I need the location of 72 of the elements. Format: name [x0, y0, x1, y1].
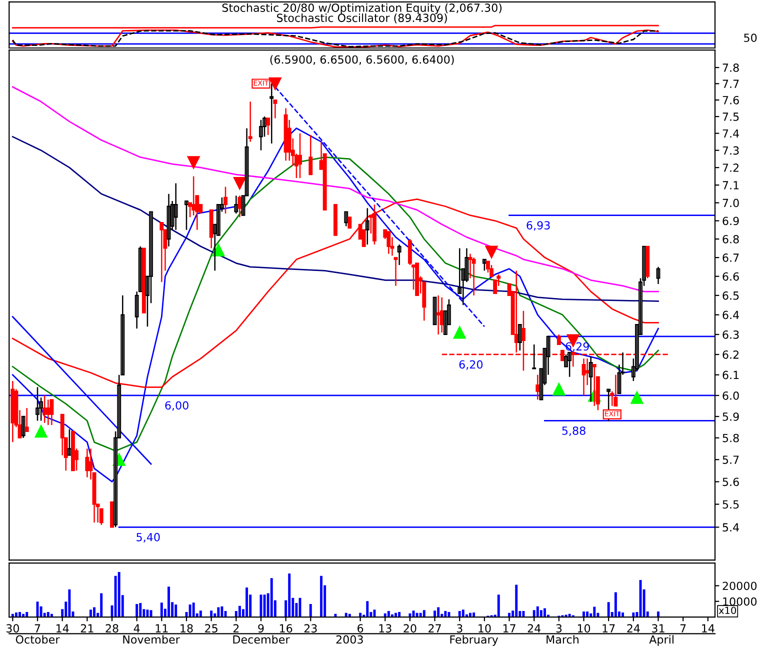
y-tick-label: 6.6: [722, 272, 739, 281]
y-tick-label: 20000: [722, 582, 757, 590]
series-label: 5,88: [562, 426, 586, 436]
y-tick-label: 5.8: [722, 434, 739, 442]
x-tick-label: 30: [6, 624, 20, 633]
y-tick-label: 7.8: [722, 64, 739, 72]
x2-tick-label: March: [546, 635, 578, 644]
x2-tick-label: December: [233, 635, 290, 644]
y-tick-label: 7.7: [722, 80, 739, 88]
x-tick-label: 4: [134, 624, 140, 632]
x2-tick-label: November: [123, 635, 180, 644]
x-tick-label: 13: [379, 624, 392, 633]
chart-title: (6.5900, 6.6500, 6.5600, 6.6400): [270, 55, 454, 66]
x2-tick-label: 2003: [336, 635, 363, 644]
y-tick-label: 6.8: [722, 235, 739, 244]
x-tick-label: 11: [156, 624, 168, 632]
x-tick-label: 20: [404, 624, 416, 633]
x-tick-label: 14: [702, 624, 714, 632]
x-tick-label: 31: [652, 624, 664, 633]
y-tick-label: 6.7: [722, 254, 739, 262]
x-tick-label: 18: [180, 624, 193, 633]
chart-title: Stochastic 20/80 w/Optimization Equity (2,067.30): [222, 3, 502, 14]
text: 50: [744, 34, 757, 42]
y-tick-label: 6.2: [722, 350, 738, 359]
x-tick-label: 7: [34, 624, 40, 632]
x-tick-label: 10: [478, 624, 491, 633]
x-tick-label: 17: [602, 624, 615, 632]
x-tick-label: 17: [503, 624, 516, 632]
series-label: 6,20: [459, 360, 483, 370]
y-tick-label: 7.5: [722, 112, 739, 121]
x-tick-label: 21: [80, 624, 94, 632]
x-tick-label: 28: [106, 624, 118, 633]
y-tick-label: 6.9: [722, 216, 739, 226]
x-tick-label: 6: [358, 624, 364, 633]
chart-subtitle: Stochastic Oscillator (89.4309): [276, 13, 447, 24]
y-tick-label: 6.5: [722, 291, 739, 300]
y-tick-label: 7.4: [722, 129, 739, 138]
y-tick-label: 6.4: [722, 310, 739, 320]
x-tick-label: 9: [258, 624, 264, 633]
x-tick-label: 2: [233, 624, 239, 632]
y-tick-label: 7.2: [722, 164, 738, 172]
y-tick-label: 5.5: [722, 500, 739, 509]
x-tick-label: 3: [456, 624, 462, 633]
x2-tick-label: October: [16, 635, 60, 644]
x2-tick-label: April: [649, 635, 674, 646]
y-tick-label: 7.0: [722, 198, 739, 208]
x2-tick-label: February: [450, 635, 498, 646]
x-tick-label: 16: [280, 624, 292, 633]
y-tick-label: 6.0: [722, 391, 739, 400]
y-tick-label: 7.3: [722, 146, 739, 155]
series-label: 5,40: [136, 532, 160, 542]
y-tick-label: 7.1: [722, 181, 739, 190]
x-tick-label: 3: [556, 624, 562, 633]
y-tick-label: 10000: [723, 597, 757, 606]
y-tick-label: 6.3: [722, 330, 739, 339]
y-tick-label: 6.1: [722, 370, 739, 380]
x-tick-label: 23: [304, 624, 317, 633]
x-tick-label: 24: [528, 624, 541, 632]
x-tick-label: 27: [428, 624, 441, 632]
x-tick-label: 14: [56, 624, 69, 632]
y-tick-label: 5.4: [722, 523, 739, 532]
x-tick-label: 24: [627, 624, 640, 632]
text: x10: [718, 606, 736, 614]
y-tick-label: 5.6: [722, 478, 739, 486]
x-tick-label: 10: [578, 624, 590, 633]
x-tick-label: 25: [205, 624, 218, 633]
x-tick-label: 7: [680, 624, 686, 632]
ref-line-label: 6,00: [165, 401, 188, 411]
y-tick-label: 5.9: [722, 412, 739, 421]
y-tick-label: 7.6: [722, 96, 739, 104]
series-label: 6,93: [526, 221, 550, 231]
y-tick-label: 5.7: [722, 456, 739, 464]
